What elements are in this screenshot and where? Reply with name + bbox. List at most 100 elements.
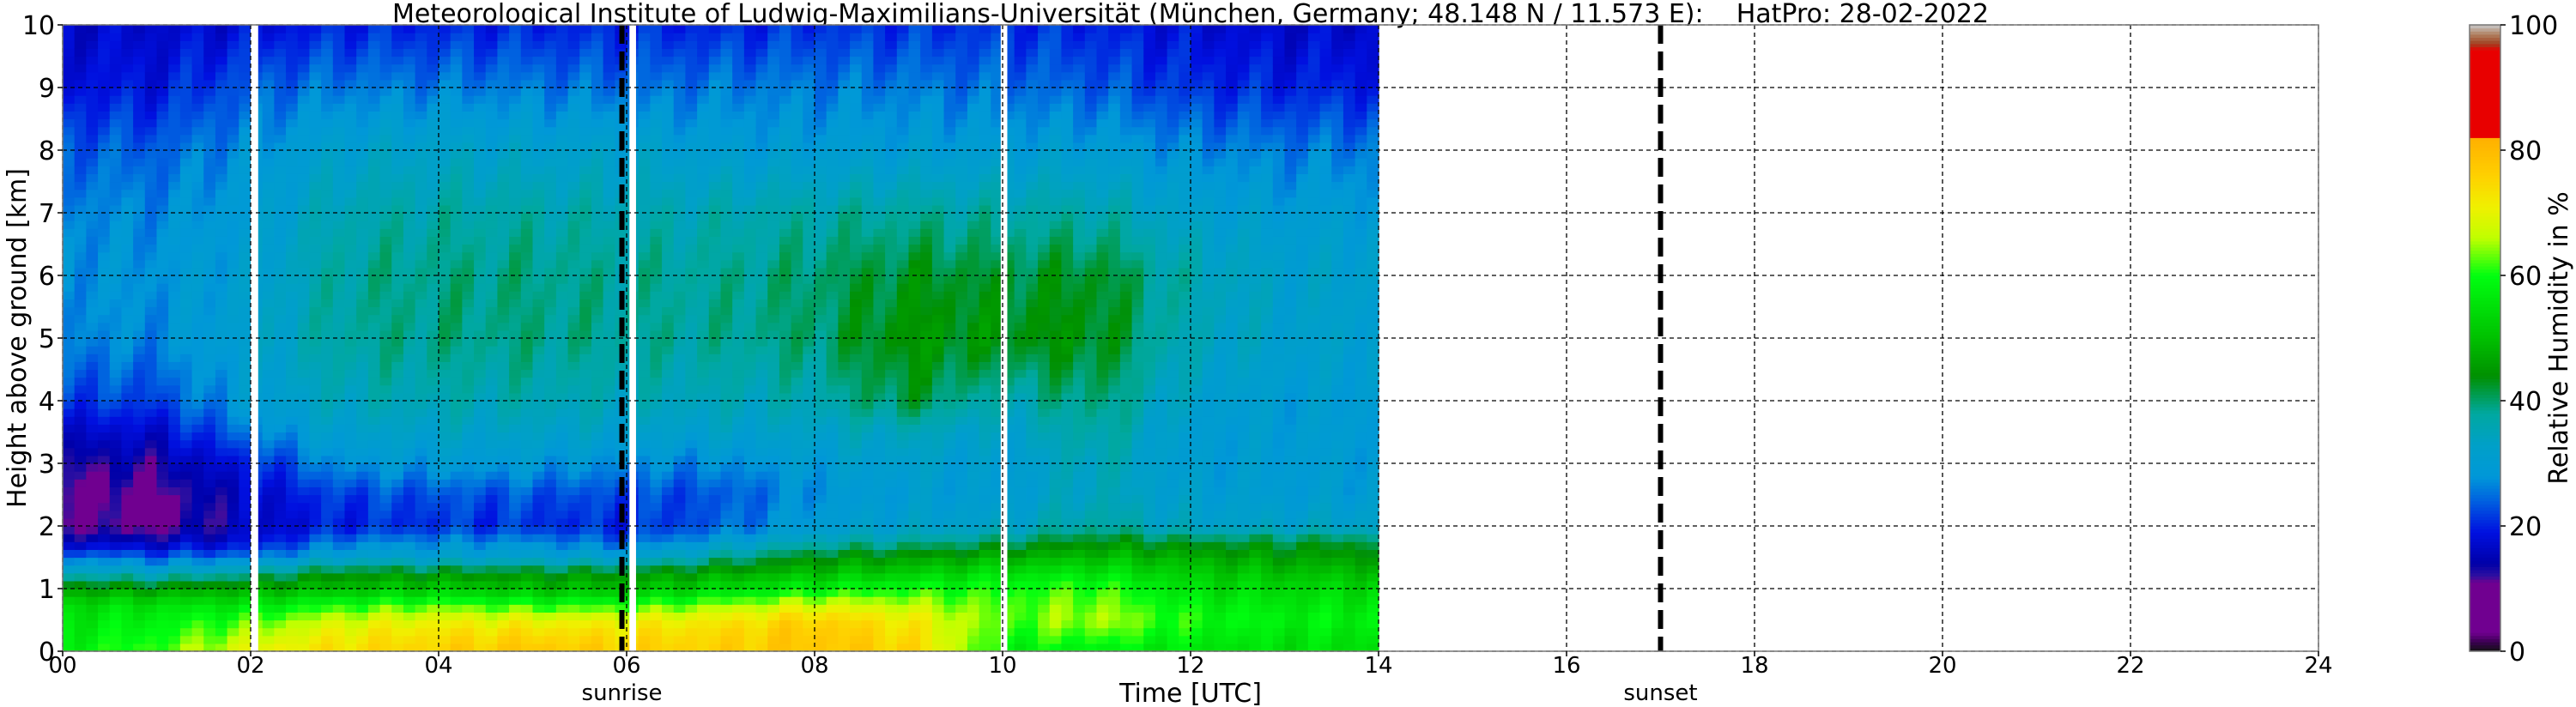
heatmap-cell — [63, 158, 76, 166]
heatmap-cell — [262, 204, 275, 214]
heatmap-cell — [544, 384, 557, 394]
heatmap-cell — [121, 103, 134, 112]
heatmap-cell — [720, 580, 733, 589]
heatmap-cell — [474, 447, 487, 456]
heatmap-cell — [321, 63, 334, 73]
heatmap-cell — [673, 181, 687, 190]
heatmap-cell — [98, 299, 111, 308]
heatmap-cell — [391, 619, 404, 629]
heatmap-cell — [450, 424, 463, 433]
heatmap-cell — [367, 346, 381, 354]
heatmap-cell — [367, 479, 381, 487]
heatmap-cell — [179, 283, 193, 292]
heatmap-cell — [133, 126, 146, 136]
heatmap-cell — [133, 314, 146, 323]
heatmap-cell — [321, 580, 334, 589]
heatmap-cell — [403, 479, 416, 487]
heatmap-cell — [685, 291, 698, 299]
heatmap-cell — [203, 299, 216, 308]
heatmap-cell — [274, 306, 287, 316]
heatmap-cell — [262, 150, 275, 159]
heatmap-cell — [215, 134, 228, 143]
heatmap-cell — [450, 510, 463, 519]
heatmap-cell — [497, 517, 510, 527]
heatmap-cell — [555, 408, 569, 417]
heatmap-cell — [191, 589, 204, 597]
heatmap-cell — [427, 596, 439, 605]
heatmap-cell — [379, 275, 392, 284]
heatmap-cell — [144, 517, 158, 527]
heatmap-cell — [439, 517, 452, 527]
heatmap-cell — [86, 158, 99, 166]
heatmap-cell — [332, 56, 346, 65]
heatmap-cell — [86, 118, 99, 128]
heatmap-cell — [321, 95, 334, 104]
heatmap-cell — [168, 589, 181, 597]
heatmap-cell — [121, 643, 134, 652]
heatmap-cell — [708, 150, 722, 159]
heatmap-cell — [579, 95, 592, 104]
heatmap-cell — [356, 63, 369, 73]
heatmap-cell — [344, 33, 357, 41]
heatmap-cell — [532, 33, 545, 41]
heatmap-cell — [239, 439, 252, 449]
heatmap-cell — [63, 580, 76, 589]
heatmap-cell — [286, 439, 299, 449]
heatmap-cell — [109, 565, 123, 574]
heatmap-cell — [767, 447, 780, 456]
heatmap-cell — [662, 244, 675, 253]
heatmap-cell — [179, 314, 193, 323]
heatmap-cell — [603, 173, 615, 183]
heatmap-cell — [638, 354, 651, 362]
heatmap-cell — [779, 589, 792, 597]
heatmap-cell — [567, 103, 580, 112]
heatmap-cell — [239, 251, 252, 261]
heatmap-cell — [98, 369, 111, 378]
heatmap-cell — [203, 79, 216, 88]
heatmap-cell — [497, 236, 510, 245]
heatmap-cell — [86, 377, 99, 386]
heatmap-cell — [227, 604, 239, 613]
heatmap-cell — [63, 267, 76, 276]
heatmap-cell — [74, 589, 87, 597]
heatmap-cell — [332, 604, 346, 613]
heatmap-cell — [144, 549, 158, 559]
heatmap-cell — [755, 534, 768, 542]
heatmap-cell — [427, 635, 439, 644]
heatmap-cell — [133, 158, 146, 166]
heatmap-cell — [74, 283, 87, 292]
heatmap-cell — [74, 196, 87, 206]
heatmap-cell — [779, 510, 792, 519]
heatmap-cell — [720, 416, 733, 425]
heatmap-cell — [367, 534, 381, 542]
heatmap-cell — [427, 56, 439, 65]
heatmap-cell — [286, 361, 299, 371]
heatmap-cell — [98, 463, 111, 472]
heatmap-cell — [755, 424, 768, 433]
heatmap-cell — [86, 244, 99, 253]
heatmap-cell — [520, 479, 534, 487]
heatmap-cell — [309, 150, 322, 159]
heatmap-cell — [379, 150, 392, 159]
heatmap-cell — [309, 228, 322, 237]
heatmap-cell — [227, 213, 239, 221]
heatmap-cell — [708, 275, 722, 284]
heatmap-cell — [743, 48, 757, 57]
heatmap-cell — [720, 25, 733, 33]
heatmap-cell — [356, 111, 369, 120]
heatmap-cell — [332, 314, 346, 323]
heatmap-cell — [779, 283, 792, 292]
heatmap-cell — [555, 204, 569, 214]
heatmap-cell — [685, 56, 698, 65]
heatmap-cell — [168, 103, 181, 112]
heatmap-cell — [391, 502, 404, 511]
heatmap-cell — [615, 549, 627, 559]
heatmap-cell — [156, 416, 169, 425]
heatmap-cell — [485, 401, 499, 409]
heatmap-cell — [367, 439, 381, 449]
heatmap-cell — [638, 95, 651, 104]
heatmap-cell — [286, 502, 299, 511]
heatmap-cell — [74, 580, 87, 589]
heatmap-cell — [403, 471, 416, 480]
heatmap-cell — [109, 33, 123, 41]
